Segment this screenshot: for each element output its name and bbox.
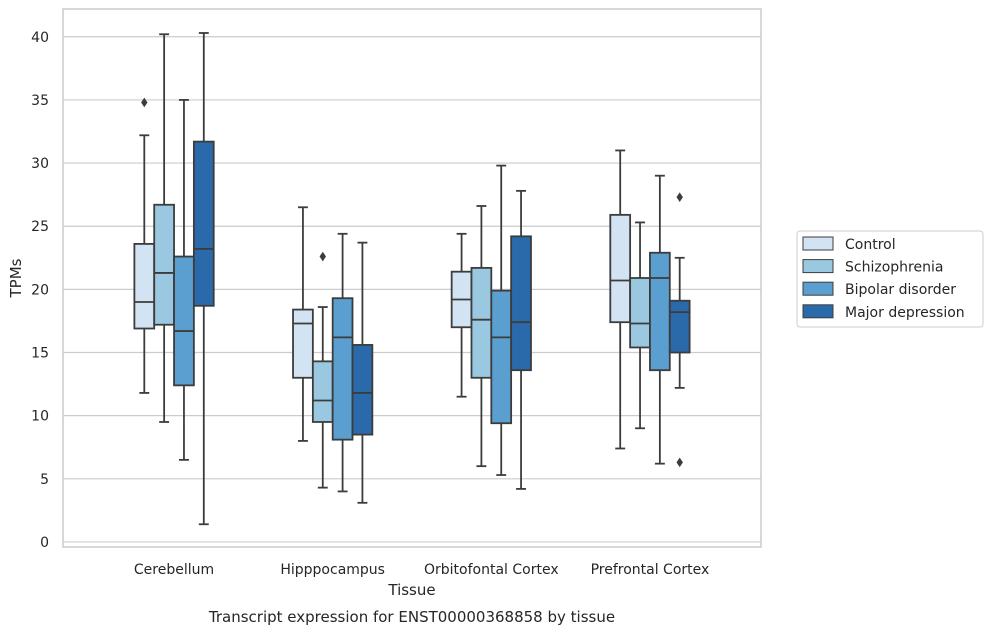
- legend-label: Bipolar disorder: [845, 282, 956, 298]
- box-group: [153, 33, 175, 423]
- box-group: [629, 221, 651, 430]
- box: [133, 243, 156, 330]
- x-tick-label: Prefrontal Cortex: [591, 562, 710, 578]
- box: [649, 251, 671, 372]
- box: [490, 289, 513, 425]
- box: [153, 203, 175, 326]
- y-tick-label: 35: [31, 93, 49, 109]
- y-tick-label: 40: [31, 30, 49, 46]
- y-axis-label: TPMs: [7, 258, 25, 298]
- box: [311, 360, 334, 423]
- box: [192, 140, 215, 307]
- box: [629, 277, 651, 349]
- box: [668, 299, 691, 354]
- y-tick-label: 5: [40, 472, 49, 488]
- x-tick-label: Orbitofontal Cortex: [424, 562, 559, 578]
- legend-label: Major depression: [845, 305, 965, 321]
- x-axis-label: Tissue: [387, 581, 435, 599]
- y-tick-labels: 0 5 10 15 20 25 30 35 40: [31, 30, 49, 551]
- legend-swatch: [802, 304, 834, 319]
- outlier-marker: [676, 457, 683, 468]
- box: [470, 266, 493, 379]
- x-tick-labels: Cerebellum Hipppocampus Orbitofontal Corte…: [134, 562, 709, 578]
- box-group: [133, 97, 156, 394]
- box-group: [331, 232, 354, 493]
- legend-swatch: [802, 281, 834, 296]
- legend-swatch: [802, 259, 834, 274]
- box-group: [609, 149, 632, 450]
- outlier-marker: [141, 97, 148, 108]
- legend-swatch: [802, 236, 834, 251]
- chart-caption: Transcript expression for ENST0000036885…: [208, 608, 615, 626]
- x-tick-label: Hipppocampus: [280, 562, 385, 578]
- outlier-marker: [319, 251, 326, 262]
- box: [331, 297, 354, 441]
- box: [510, 235, 532, 372]
- box-group: [450, 232, 473, 398]
- y-tick-label: 25: [31, 219, 49, 235]
- legend-frame: [796, 230, 984, 328]
- box: [351, 344, 374, 436]
- box-group: [490, 164, 513, 476]
- box: [609, 213, 632, 324]
- box-groups: [133, 32, 691, 526]
- box: [173, 255, 195, 387]
- x-tick-label: Cerebellum: [134, 562, 214, 578]
- legend-label: Schizophrenia: [845, 260, 943, 276]
- box: [292, 308, 314, 379]
- grid-lines: [63, 36, 761, 543]
- box-group: [292, 206, 314, 442]
- legend: Control Schizophrenia Bipolar disorder Majo…: [796, 230, 984, 328]
- y-tick-label: 20: [31, 282, 49, 298]
- outlier-marker: [676, 192, 683, 202]
- box-group: [668, 192, 691, 468]
- y-tick-label: 0: [40, 535, 49, 551]
- y-tick-label: 30: [31, 156, 49, 172]
- y-tick-label: 15: [31, 346, 49, 362]
- box-group: [510, 189, 532, 490]
- box-group: [351, 241, 374, 504]
- y-tick-label: 10: [31, 409, 49, 425]
- box-group: [173, 99, 195, 461]
- box-group: [192, 32, 215, 526]
- legend-label: Control: [845, 237, 896, 253]
